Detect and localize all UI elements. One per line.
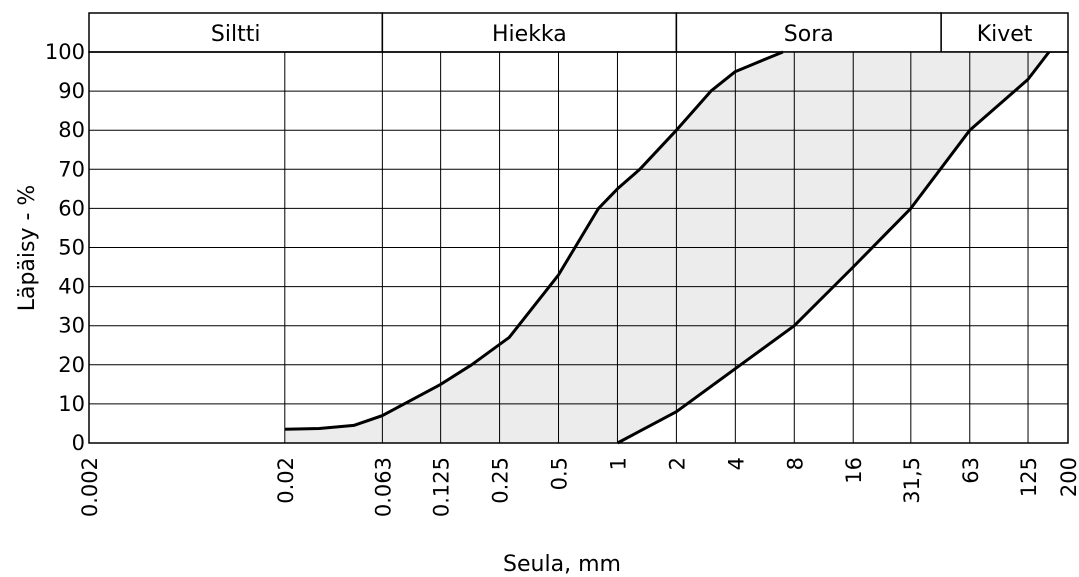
y-tick-label: 50 bbox=[58, 236, 85, 260]
grading-curves bbox=[284, 50, 1051, 445]
y-axis-label: Läpäisy - % bbox=[15, 185, 40, 312]
x-tick-label: 31,5 bbox=[900, 457, 924, 504]
fraction-band bbox=[381, 12, 678, 53]
y-tick-label: 80 bbox=[58, 118, 85, 142]
chart-grid bbox=[88, 51, 1069, 444]
y-tick-label: 90 bbox=[58, 79, 85, 103]
x-tick-label: 0.02 bbox=[274, 457, 298, 504]
x-axis-label: Seula, mm bbox=[503, 552, 621, 577]
x-axis-ticks: 0.002 0.02 0.063 0.125 0.25 0.5 1 2 4 8 16 31,5 63 12… bbox=[78, 457, 1079, 517]
x-tick-label: 63 bbox=[959, 457, 983, 484]
y-tick-label: 30 bbox=[58, 314, 85, 338]
plot-frame bbox=[88, 51, 1069, 444]
x-tick-label: 1 bbox=[606, 457, 630, 470]
x-tick-label: 8 bbox=[783, 457, 807, 470]
grading-curve-lower bbox=[616, 51, 1051, 445]
x-tick-label: 4 bbox=[724, 457, 748, 470]
fraction-band-label: Siltti bbox=[211, 22, 261, 47]
y-tick-label: 20 bbox=[58, 353, 85, 377]
x-tick-label: 0.063 bbox=[371, 457, 395, 517]
fraction-bands: Siltti Hiekka Sora Kivet bbox=[88, 12, 1069, 53]
x-tick-label: 0.25 bbox=[489, 457, 513, 504]
y-tick-label: 40 bbox=[58, 275, 85, 299]
fraction-band bbox=[940, 12, 1069, 53]
x-tick-label: 2 bbox=[665, 457, 689, 470]
fraction-band-label: Kivet bbox=[977, 22, 1033, 47]
y-tick-label: 60 bbox=[58, 196, 85, 220]
fraction-band-label: Hiekka bbox=[492, 22, 567, 47]
fraction-band bbox=[88, 12, 384, 53]
x-tick-label: 125 bbox=[1017, 457, 1041, 497]
fraction-band-label: Sora bbox=[784, 22, 834, 47]
x-tick-label: 0.125 bbox=[430, 457, 454, 517]
y-tick-label: 100 bbox=[45, 40, 85, 64]
x-tick-label: 16 bbox=[842, 457, 866, 484]
x-tick-label: 0.5 bbox=[548, 457, 572, 490]
y-tick-label: 70 bbox=[58, 157, 85, 181]
x-tick-label: 0.002 bbox=[78, 457, 102, 517]
grading-curve-upper bbox=[284, 50, 784, 431]
y-tick-label: 0 bbox=[72, 431, 85, 455]
y-axis-ticks: 0 10 20 30 40 50 60 70 80 90 100 bbox=[45, 40, 85, 455]
x-tick-label: 200 bbox=[1057, 457, 1079, 497]
y-tick-label: 10 bbox=[58, 392, 85, 416]
